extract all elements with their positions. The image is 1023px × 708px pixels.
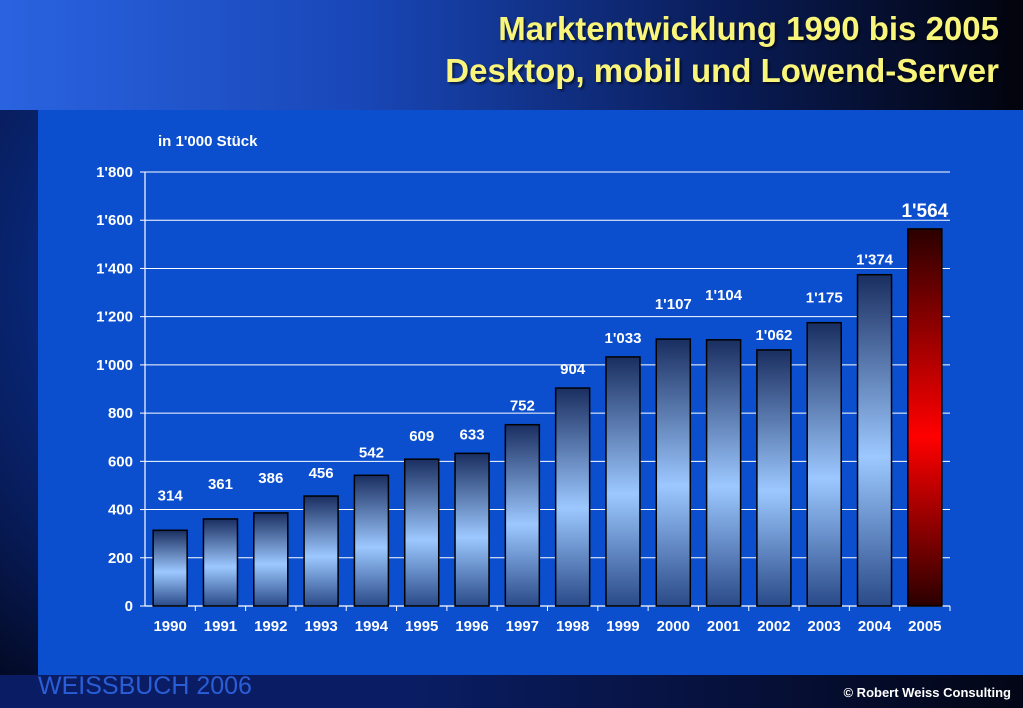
y-tick-label: 200	[108, 550, 133, 567]
y-axis-unit-label: in 1'000 Stück	[158, 133, 258, 150]
y-tick-label: 1'600	[96, 212, 133, 229]
y-tick-label: 400	[108, 502, 133, 519]
bar-1999	[605, 356, 641, 607]
y-tick-label: 1'000	[96, 357, 133, 374]
data-label-1990: 314	[158, 487, 184, 504]
x-tick-label-1990: 1990	[153, 618, 186, 635]
bar-1991	[202, 518, 239, 607]
slide-title: Marktentwicklung 1990 bis 2005 Desktop, …	[445, 8, 999, 92]
x-tick-label-2002: 2002	[757, 618, 790, 635]
data-label-1997: 752	[510, 398, 535, 415]
x-tick-label-2003: 2003	[808, 618, 841, 635]
y-tick-label: 1'400	[96, 260, 133, 277]
data-label-2005: 1'564	[901, 201, 948, 222]
x-tick-label-1996: 1996	[455, 618, 488, 635]
footer-copyright: © Robert Weiss Consulting	[843, 685, 1011, 700]
data-label-1996: 633	[460, 426, 485, 443]
bar-2005	[907, 228, 943, 607]
y-tick-label: 1'200	[96, 309, 133, 326]
data-label-1994: 542	[359, 444, 384, 461]
x-tick-label-1992: 1992	[254, 618, 287, 635]
title-band	[0, 0, 1023, 110]
data-labels: 314 361 386 456 542 609 633 752 904 1'033 1'107 1'1…	[158, 201, 949, 504]
data-label-1999: 1'033	[605, 330, 642, 347]
data-label-1991: 361	[208, 476, 233, 493]
title-line-1: Marktentwicklung 1990 bis 2005	[498, 10, 999, 47]
bar-2004	[856, 273, 893, 607]
x-tick-label-2005: 2005	[908, 618, 941, 635]
bars	[152, 228, 943, 607]
data-label-1998: 904	[560, 361, 586, 378]
bar-1994	[353, 474, 390, 607]
footer-band	[0, 675, 1023, 708]
data-label-2004: 1'374	[856, 252, 894, 269]
data-label-2000: 1'107	[655, 296, 692, 313]
y-tick-label: 600	[108, 453, 133, 470]
x-tick-label-1997: 1997	[506, 618, 539, 635]
x-tick-label-1998: 1998	[556, 618, 589, 635]
bar-1993	[303, 495, 339, 607]
data-label-1992: 386	[258, 470, 283, 487]
bar-2001	[705, 339, 742, 607]
data-label-2001: 1'104	[705, 287, 743, 304]
bar-1992	[253, 512, 289, 607]
footer-brand: WEISSBUCH 2006	[38, 672, 252, 700]
bar-1990	[152, 529, 188, 607]
y-tick-label: 0	[125, 598, 133, 615]
data-label-2003: 1'175	[806, 290, 843, 307]
x-tick-label-1994: 1994	[355, 618, 389, 635]
x-tick-label-1991: 1991	[204, 618, 237, 635]
data-label-1993: 456	[309, 465, 334, 482]
x-tick-label-2004: 2004	[858, 618, 892, 635]
bar-1996	[454, 452, 490, 607]
title-line-2: Desktop, mobil und Lowend-Server	[445, 52, 999, 89]
bar-1997	[504, 423, 541, 607]
y-tick-label: 800	[108, 405, 133, 422]
data-label-2002: 1'062	[755, 327, 792, 344]
bar-1995	[403, 458, 440, 607]
x-tick-label-1999: 1999	[606, 618, 639, 635]
y-tick-label: 1'800	[96, 164, 133, 181]
x-tick-label-2000: 2000	[657, 618, 690, 635]
x-tick-label-2001: 2001	[707, 618, 740, 635]
bar-2000	[655, 338, 692, 607]
x-tick-label-1993: 1993	[304, 618, 337, 635]
axes: 0 200 400 600 800 1'000 1'200 1'400 1'600 1'800 19…	[96, 164, 951, 635]
x-tick-label-1995: 1995	[405, 618, 438, 635]
bar-2002	[756, 349, 792, 607]
bar-1998	[554, 387, 591, 607]
bar-2003	[806, 321, 842, 607]
data-label-1995: 609	[409, 428, 434, 445]
